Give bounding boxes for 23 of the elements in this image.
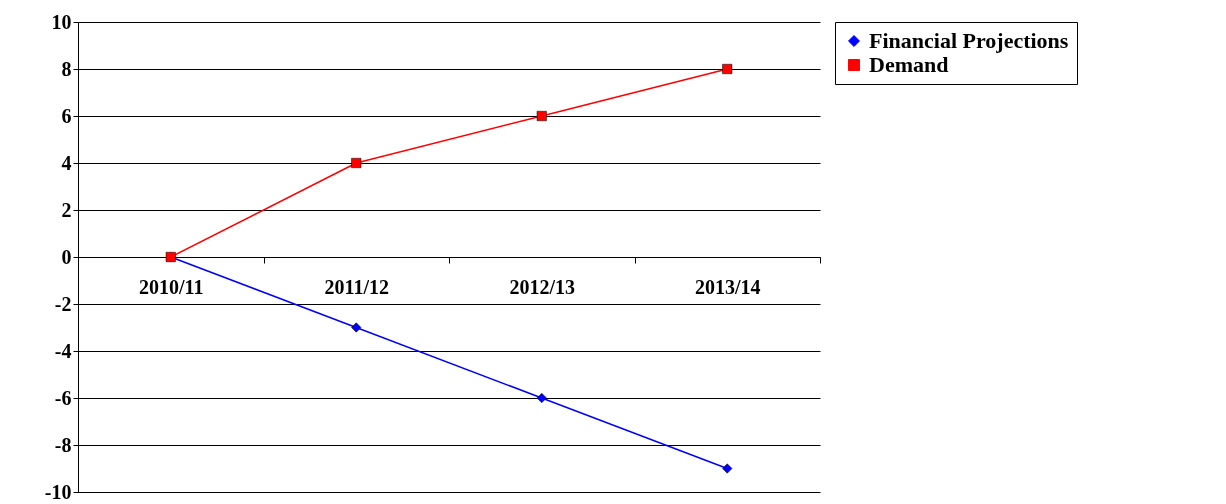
y-tick-label: -10: [44, 480, 72, 503]
point: [536, 393, 547, 403]
point: [722, 463, 733, 474]
y-tick-label: 10: [51, 10, 72, 33]
y-tick-label: 4: [61, 151, 72, 174]
x-tick-label: 2012/13: [509, 275, 576, 298]
x-tick-label: 2011/12: [324, 275, 389, 298]
point: [722, 64, 733, 74]
point: [351, 322, 362, 333]
point: [351, 158, 362, 168]
point: [536, 111, 547, 121]
y-tick-label: 6: [61, 104, 72, 127]
y-tick-label: 8: [61, 57, 72, 80]
legend-label: Demand: [869, 52, 949, 77]
x-tick-label: 2013/14: [694, 275, 761, 298]
y-tick-label: 2: [61, 198, 72, 221]
y-tick-label: 0: [61, 245, 72, 268]
y-tick-label: -4: [54, 339, 72, 362]
y-tick-label: -8: [54, 433, 72, 456]
y-tick-label: -2: [54, 292, 72, 315]
y-tick-label: -6: [54, 386, 72, 409]
x-tick-label: 2010/11: [139, 275, 204, 298]
legend-label: Financial Projections: [869, 28, 1069, 53]
